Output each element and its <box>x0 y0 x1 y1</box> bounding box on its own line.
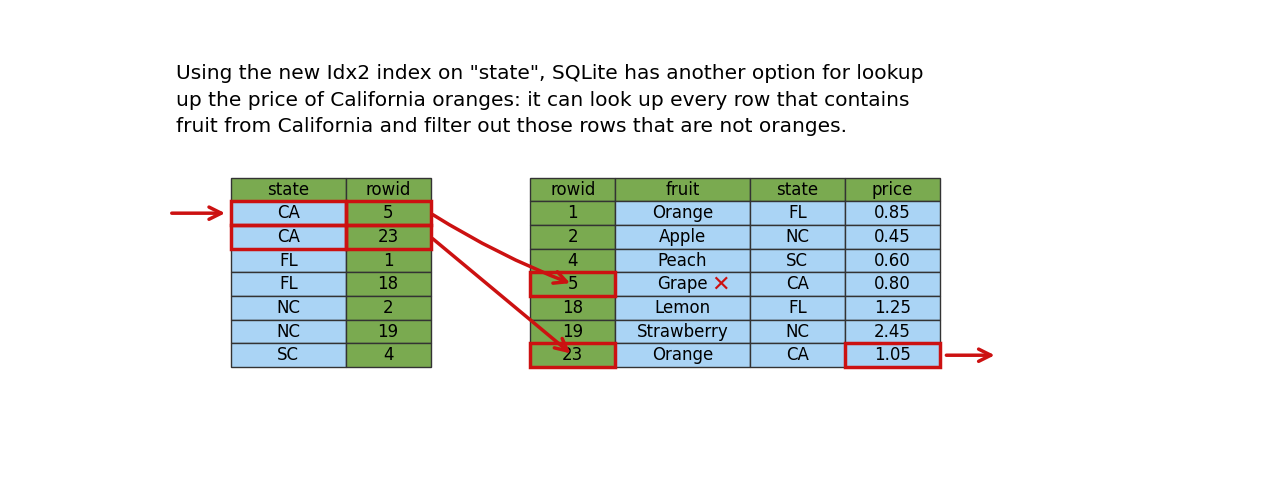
Text: FL: FL <box>279 275 298 293</box>
Text: 23: 23 <box>377 228 399 246</box>
FancyBboxPatch shape <box>845 344 940 367</box>
FancyBboxPatch shape <box>616 225 750 249</box>
Text: SC: SC <box>277 346 299 364</box>
Text: 19: 19 <box>377 323 399 341</box>
Text: 4: 4 <box>568 251 578 269</box>
FancyBboxPatch shape <box>845 249 940 272</box>
FancyBboxPatch shape <box>845 320 940 344</box>
FancyBboxPatch shape <box>345 272 430 296</box>
Text: rowid: rowid <box>366 181 411 199</box>
Text: 1.05: 1.05 <box>873 346 911 364</box>
Text: 1: 1 <box>383 251 393 269</box>
Text: 18: 18 <box>562 299 583 317</box>
FancyBboxPatch shape <box>531 296 616 320</box>
Text: CA: CA <box>277 228 300 246</box>
FancyBboxPatch shape <box>750 249 845 272</box>
FancyBboxPatch shape <box>345 202 430 225</box>
Text: Peach: Peach <box>658 251 707 269</box>
Text: 1.25: 1.25 <box>873 299 911 317</box>
FancyBboxPatch shape <box>531 272 616 296</box>
Text: 2: 2 <box>568 228 578 246</box>
Text: 18: 18 <box>377 275 399 293</box>
FancyBboxPatch shape <box>616 296 750 320</box>
FancyBboxPatch shape <box>750 178 845 202</box>
FancyBboxPatch shape <box>616 344 750 367</box>
FancyBboxPatch shape <box>616 272 750 296</box>
FancyBboxPatch shape <box>345 225 430 249</box>
Text: Orange: Orange <box>652 346 714 364</box>
FancyBboxPatch shape <box>531 225 616 249</box>
FancyBboxPatch shape <box>345 296 430 320</box>
FancyBboxPatch shape <box>845 202 940 225</box>
FancyBboxPatch shape <box>231 225 345 249</box>
Text: FL: FL <box>788 204 806 222</box>
FancyBboxPatch shape <box>531 249 616 272</box>
Text: CA: CA <box>277 204 300 222</box>
FancyBboxPatch shape <box>531 202 616 225</box>
FancyBboxPatch shape <box>231 178 345 202</box>
Text: 2: 2 <box>383 299 393 317</box>
FancyBboxPatch shape <box>531 178 616 202</box>
FancyBboxPatch shape <box>845 178 940 202</box>
FancyBboxPatch shape <box>231 249 345 272</box>
Text: CA: CA <box>786 346 809 364</box>
Text: state: state <box>777 181 818 199</box>
Text: CA: CA <box>786 275 809 293</box>
Text: 1: 1 <box>568 204 578 222</box>
Text: NC: NC <box>276 323 300 341</box>
Text: 4: 4 <box>383 346 393 364</box>
FancyBboxPatch shape <box>231 202 345 225</box>
FancyBboxPatch shape <box>616 202 750 225</box>
FancyBboxPatch shape <box>845 225 940 249</box>
FancyBboxPatch shape <box>531 344 616 367</box>
Text: 5: 5 <box>568 275 578 293</box>
FancyBboxPatch shape <box>231 320 345 344</box>
FancyBboxPatch shape <box>845 272 940 296</box>
Text: 0.45: 0.45 <box>873 228 911 246</box>
Text: NC: NC <box>786 323 809 341</box>
FancyBboxPatch shape <box>345 320 430 344</box>
FancyBboxPatch shape <box>345 178 430 202</box>
FancyBboxPatch shape <box>616 320 750 344</box>
Text: Lemon: Lemon <box>654 299 711 317</box>
Text: NC: NC <box>786 228 809 246</box>
FancyBboxPatch shape <box>345 344 430 367</box>
Text: 19: 19 <box>562 323 583 341</box>
Text: rowid: rowid <box>550 181 595 199</box>
FancyBboxPatch shape <box>231 272 345 296</box>
FancyBboxPatch shape <box>845 296 940 320</box>
Text: FL: FL <box>788 299 806 317</box>
Text: 23: 23 <box>562 346 583 364</box>
FancyBboxPatch shape <box>750 344 845 367</box>
FancyBboxPatch shape <box>616 178 750 202</box>
Text: SC: SC <box>787 251 809 269</box>
FancyBboxPatch shape <box>231 296 345 320</box>
FancyBboxPatch shape <box>345 249 430 272</box>
FancyBboxPatch shape <box>750 225 845 249</box>
Text: 0.60: 0.60 <box>873 251 911 269</box>
Text: Orange: Orange <box>652 204 714 222</box>
Text: 5: 5 <box>383 204 393 222</box>
Text: fruit: fruit <box>666 181 699 199</box>
FancyBboxPatch shape <box>750 320 845 344</box>
FancyBboxPatch shape <box>750 296 845 320</box>
FancyBboxPatch shape <box>616 249 750 272</box>
Text: 0.80: 0.80 <box>873 275 911 293</box>
Text: 0.85: 0.85 <box>873 204 911 222</box>
FancyBboxPatch shape <box>231 344 345 367</box>
FancyBboxPatch shape <box>531 320 616 344</box>
Text: Using the new Idx2 index on "state", SQLite has another option for lookup
up the: Using the new Idx2 index on "state", SQL… <box>176 64 923 136</box>
Text: NC: NC <box>276 299 300 317</box>
Text: FL: FL <box>279 251 298 269</box>
FancyBboxPatch shape <box>750 202 845 225</box>
Text: 2.45: 2.45 <box>873 323 911 341</box>
Text: ✕: ✕ <box>711 274 729 294</box>
Text: Grape: Grape <box>657 275 708 293</box>
FancyBboxPatch shape <box>750 272 845 296</box>
Text: price: price <box>872 181 913 199</box>
Text: Strawberry: Strawberry <box>636 323 729 341</box>
Text: state: state <box>267 181 309 199</box>
Text: Apple: Apple <box>659 228 706 246</box>
